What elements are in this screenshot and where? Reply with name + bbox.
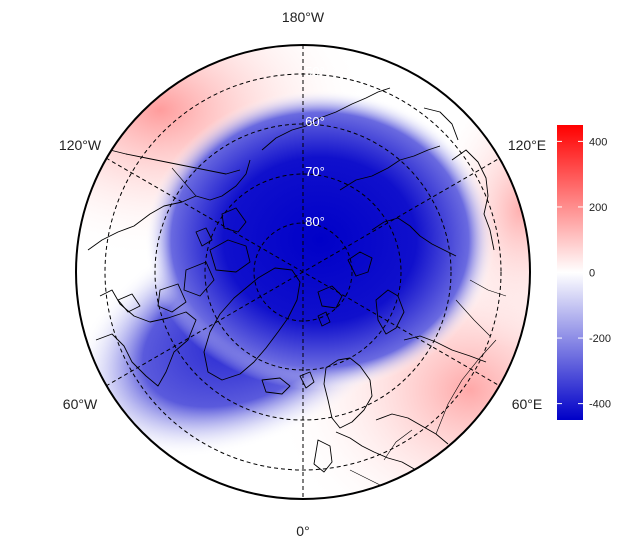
arctic-island-3 bbox=[221, 207, 247, 233]
aleutian-islands bbox=[109, 149, 241, 175]
hudson-bay-island bbox=[117, 293, 141, 313]
novaya-zemlya bbox=[375, 289, 405, 335]
lon-label-180w: 180°W bbox=[282, 9, 325, 25]
lat-label-50: 50° bbox=[305, 64, 325, 79]
lat-circle-80 bbox=[253, 222, 353, 322]
alaska-coast bbox=[87, 159, 251, 251]
lon-label-120e: 120°E bbox=[508, 137, 546, 153]
lat-label-60: 60° bbox=[305, 114, 325, 129]
graticule bbox=[104, 45, 502, 499]
canada-coast bbox=[95, 289, 197, 387]
iceland bbox=[299, 371, 315, 389]
colorbar-tick-label: 0 bbox=[589, 268, 595, 280]
lon-label-60w: 60°W bbox=[63, 396, 98, 412]
kamchatka-coast bbox=[423, 107, 459, 141]
border-southern-europe bbox=[349, 469, 383, 487]
colorbar-tick-label: 200 bbox=[589, 202, 607, 214]
lat-label-70: 70° bbox=[305, 164, 325, 179]
arctic-island-1 bbox=[209, 239, 251, 273]
okhotsk-coast bbox=[451, 149, 495, 251]
colorbar-tick-label: -400 bbox=[589, 399, 611, 411]
laptev-coast bbox=[371, 217, 457, 257]
severnaya-zemlya bbox=[347, 251, 373, 277]
negative-anomaly-core bbox=[145, 90, 495, 390]
lat-circle-60 bbox=[154, 123, 452, 421]
colorbar-tick-label: -200 bbox=[589, 333, 611, 345]
coastlines bbox=[87, 87, 495, 479]
lon-label-0: 0° bbox=[296, 523, 309, 539]
scandinavia-coast bbox=[323, 357, 373, 429]
lat-label-80: 80° bbox=[305, 214, 325, 229]
iceland-main bbox=[261, 377, 291, 395]
chukotka-coast bbox=[261, 87, 391, 151]
map-boundary bbox=[75, 44, 531, 500]
lon-label-60e: 60°E bbox=[512, 396, 543, 412]
border-central-asia bbox=[455, 299, 491, 337]
arctic-island-5 bbox=[195, 227, 213, 247]
longitude-labels: 180°W 120°W 120°E 60°W 60°E 0° bbox=[59, 9, 546, 539]
colorbar-tick-label: 400 bbox=[589, 136, 607, 148]
franz-josef-land bbox=[317, 285, 343, 309]
east-siberian-coast bbox=[339, 145, 441, 191]
svalbard bbox=[317, 311, 331, 327]
british-isles bbox=[313, 439, 333, 473]
borders bbox=[171, 167, 507, 487]
colorbar: 400 200 0 -200 -400 bbox=[557, 125, 611, 420]
kara-coast bbox=[403, 335, 487, 363]
border-russia-east bbox=[469, 279, 507, 297]
border-europe-russia bbox=[435, 339, 497, 435]
lon-label-120w: 120°W bbox=[59, 137, 102, 153]
lat-circle-70 bbox=[204, 173, 402, 371]
border-central-europe bbox=[383, 429, 413, 461]
border-alaska-canada bbox=[171, 167, 197, 197]
colorbar-ticks: 400 200 0 -200 -400 bbox=[557, 136, 611, 411]
baltic-coast bbox=[375, 413, 449, 445]
arctic-island-4 bbox=[157, 283, 187, 313]
greenland-coast bbox=[203, 267, 301, 381]
arctic-island-2 bbox=[183, 261, 215, 297]
latitude-labels: 50° 60° 70° 80° bbox=[305, 64, 325, 229]
meridian-60w-120e bbox=[105, 157, 501, 387]
